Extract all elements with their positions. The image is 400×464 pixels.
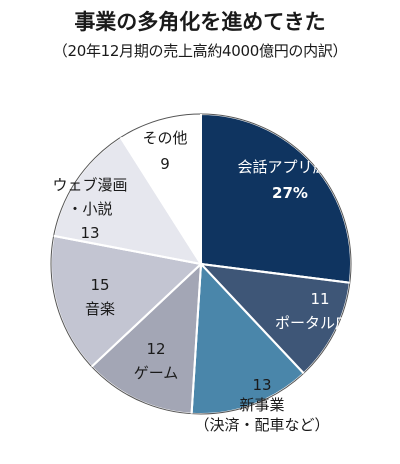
chart-subtitle: （20年12月期の売上高約4000億円の内訳） (52, 42, 348, 60)
slice-divider (119, 136, 202, 265)
slice-label: ・小説 (67, 200, 112, 218)
slice-value: 11 (310, 290, 329, 308)
slice-value: 12 (146, 340, 165, 358)
slice-value: 27% (272, 184, 308, 202)
slice-label: ウェブ漫画 (52, 176, 127, 194)
slice-label: ゲーム (134, 364, 179, 382)
slice-divider (90, 263, 202, 368)
slice-divider (200, 263, 350, 284)
slice-label: 新事業 (239, 396, 284, 414)
pie-slices (50, 112, 352, 415)
slice-label: 音楽 (85, 300, 115, 318)
pie-labels: 会話アプリ広告 27% 11 ポータル広告 13 新事業 （決済・配車など） 12 ゲーム 15 音… (52, 129, 365, 434)
slice-label: 会話アプリ広告 (237, 158, 342, 176)
slice-divider (200, 263, 305, 375)
slice-value: 13 (252, 376, 271, 394)
slice-value: 9 (160, 155, 170, 173)
slice-label: （決済・配車など） (194, 416, 329, 434)
slice-label: ポータル広告 (275, 314, 365, 332)
slice-value: 13 (80, 224, 99, 242)
slice-divider (53, 234, 202, 265)
slice-label: その他 (142, 129, 187, 147)
slice-divider (190, 263, 202, 414)
chart-title: 事業の多角化を進めてきた (74, 10, 326, 34)
slice-value: 15 (90, 276, 109, 294)
